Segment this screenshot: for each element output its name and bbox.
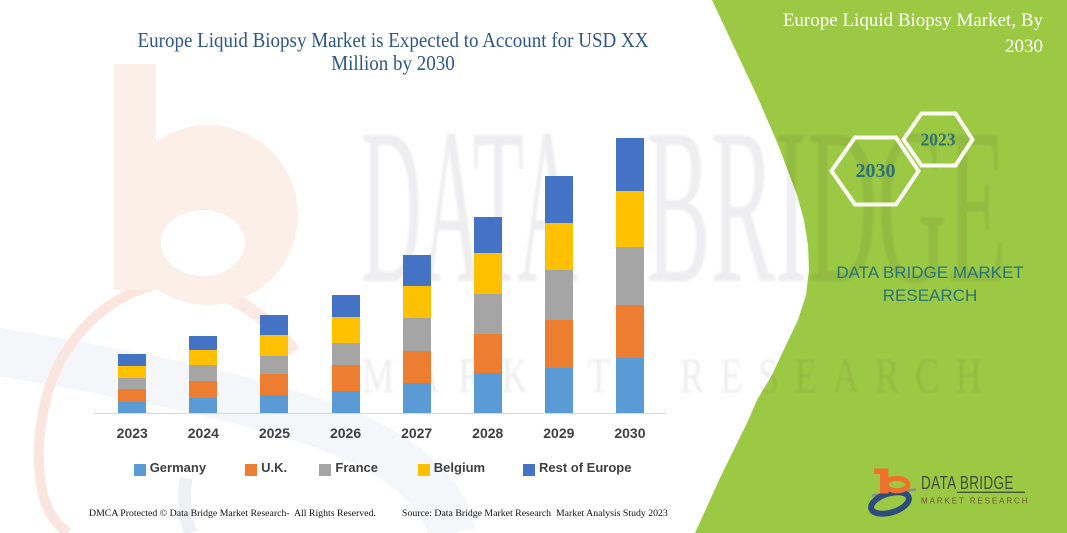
svg-text:2023: 2023 [921,130,956,150]
svg-text:BRIDGE: BRIDGE [646,84,1006,330]
svg-text:DATA BRIDGE: DATA BRIDGE [921,473,1014,494]
svg-text:2030: 2030 [856,160,896,182]
svg-text:MARKET RESEARCH: MARKET RESEARCH [921,496,1029,505]
svg-text:DATA: DATA [361,84,578,330]
svg-text:RESEARCH: RESEARCH [680,349,998,404]
